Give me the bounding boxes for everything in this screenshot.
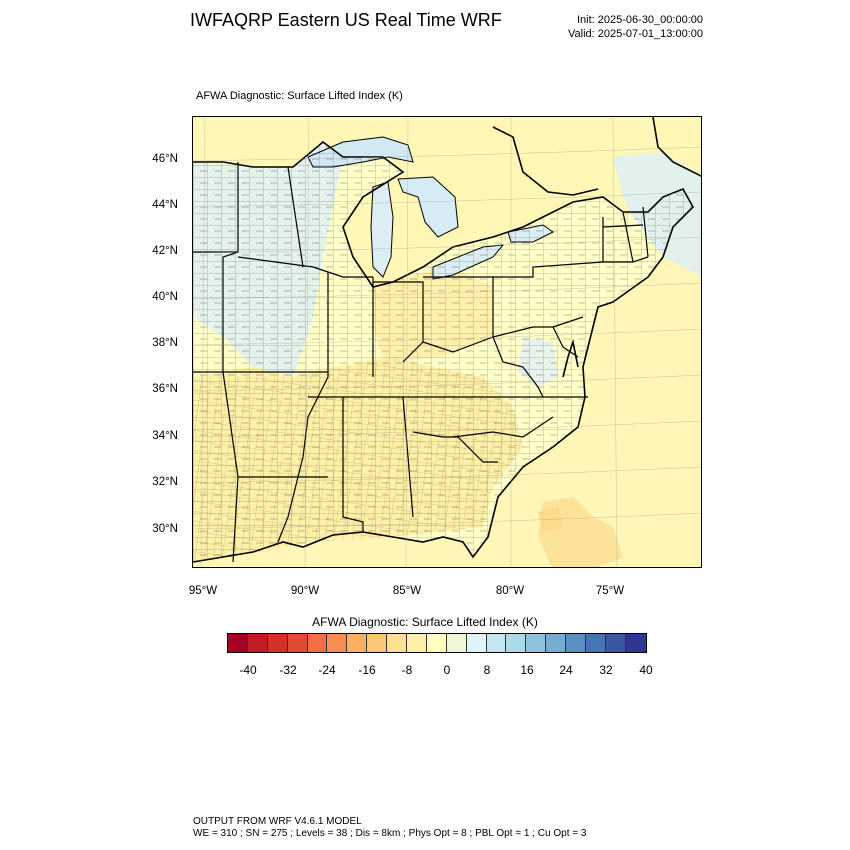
colorbar-swatch-20 bbox=[625, 634, 646, 652]
county-lines-south bbox=[193, 357, 523, 562]
lon-label-95w: 95°W bbox=[188, 585, 218, 597]
colorbar-tick-label: 8 bbox=[483, 663, 491, 677]
colorbar-swatch-13 bbox=[486, 634, 507, 652]
colorbar-tick-label: -8 bbox=[401, 663, 413, 677]
lat-label-38n: 38°N bbox=[152, 337, 178, 349]
colorbar-swatch-11 bbox=[446, 634, 467, 652]
colorbar-swatch-6 bbox=[347, 634, 368, 652]
lon-label-90w: 90°W bbox=[290, 585, 320, 597]
colorbar-swatch-19 bbox=[605, 634, 626, 652]
lat-label-34n: 34°N bbox=[152, 430, 178, 442]
init-time: Init: 2025-06-30_00:00:00 bbox=[577, 14, 703, 26]
coastlines bbox=[193, 117, 701, 563]
lat-label-30n: 30°N bbox=[152, 523, 178, 535]
colorbar-swatch-2 bbox=[267, 634, 288, 652]
colorbar-tick-label: -40 bbox=[239, 663, 257, 677]
lake-huron bbox=[397, 176, 459, 238]
colorbar-swatch-14 bbox=[506, 634, 527, 652]
lat-label-32n: 32°N bbox=[152, 476, 178, 488]
lat-label-36n: 36°N bbox=[152, 383, 178, 395]
init-valid-timestamps: Init: 2025-06-30_00:00:00 Valid: 2025-07… bbox=[568, 13, 703, 41]
colorbar-swatch-9 bbox=[407, 634, 427, 652]
colorbar-swatch-18 bbox=[586, 634, 606, 652]
lat-label-46n: 46°N bbox=[152, 153, 178, 165]
colorbar bbox=[227, 633, 647, 653]
colorbar-tick-label: -32 bbox=[279, 663, 297, 677]
map-subtitle: AFWA Diagnostic: Surface Lifted Index (K… bbox=[196, 90, 403, 102]
colorbar-swatch-4 bbox=[307, 634, 328, 652]
colorbar-swatch-17 bbox=[566, 634, 587, 652]
colorbar-swatch-5 bbox=[327, 634, 348, 652]
colorbar-swatch-12 bbox=[466, 634, 487, 652]
map-panel[interactable] bbox=[192, 116, 702, 568]
colorbar-tick-label: 32 bbox=[599, 663, 613, 677]
lon-label-75w: 75°W bbox=[595, 585, 625, 597]
colorbar-tick-label: 0 bbox=[443, 663, 451, 677]
colorbar-tick-label: 16 bbox=[520, 663, 534, 677]
main-title: IWFAQRP Eastern US Real Time WRF bbox=[190, 10, 502, 30]
colorbar-swatch-1 bbox=[247, 634, 268, 652]
colorbar-swatch-16 bbox=[546, 634, 567, 652]
colorbar-tick-label: 24 bbox=[559, 663, 573, 677]
colorbar-swatch-10 bbox=[426, 634, 447, 652]
colorbar-swatch-8 bbox=[387, 634, 408, 652]
state-boundaries bbox=[193, 162, 649, 563]
valid-time: Valid: 2025-07-01_13:00:00 bbox=[568, 28, 703, 40]
colorbar-swatch-0 bbox=[228, 634, 248, 652]
lat-label-42n: 42°N bbox=[152, 245, 178, 257]
colorbar-title: AFWA Diagnostic: Surface Lifted Index (K… bbox=[312, 615, 538, 629]
lake-michigan bbox=[370, 181, 394, 278]
colorbar-tick-label: 40 bbox=[639, 663, 653, 677]
colorbar-tick-label: -24 bbox=[318, 663, 336, 677]
lon-label-80w: 80°W bbox=[495, 585, 525, 597]
footer-line-2: WE = 310 ; SN = 275 ; Levels = 38 ; Dis … bbox=[193, 828, 587, 839]
lat-label-40n: 40°N bbox=[152, 291, 178, 303]
footer-line-1: OUTPUT FROM WRF V4.6.1 MODEL bbox=[193, 816, 362, 827]
map-canvas bbox=[193, 117, 701, 567]
colorbar-swatch-7 bbox=[367, 634, 388, 652]
colorbar-tick-label: -16 bbox=[358, 663, 376, 677]
model-footer: OUTPUT FROM WRF V4.6.1 MODEL WE = 310 ; … bbox=[193, 816, 586, 840]
colorbar-swatch-3 bbox=[287, 634, 308, 652]
graticule bbox=[193, 117, 701, 567]
lon-label-85w: 85°W bbox=[392, 585, 422, 597]
colorbar-swatch-15 bbox=[526, 634, 547, 652]
lat-label-44n: 44°N bbox=[152, 199, 178, 211]
